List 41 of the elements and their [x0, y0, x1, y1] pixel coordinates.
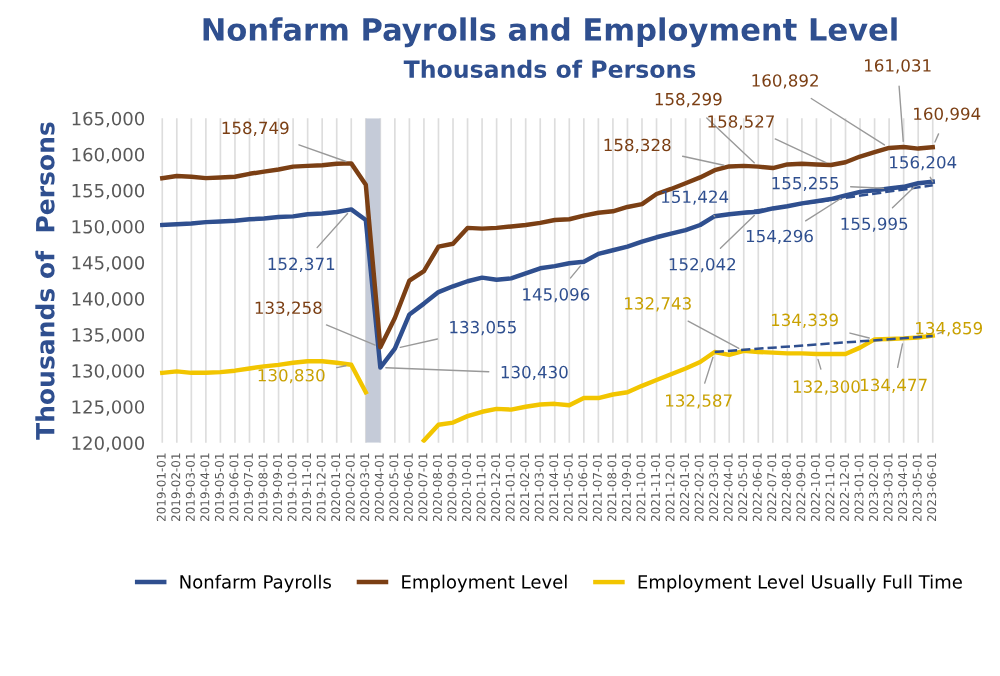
data-label: 134,859 — [916, 321, 983, 337]
data-label: 160,994 — [914, 107, 981, 122]
y-tick-label: 165,000 — [72, 111, 145, 128]
data-label: 155,255 — [772, 176, 839, 192]
y-tick-label: 130,000 — [72, 364, 145, 380]
data-label: 134,477 — [861, 378, 927, 393]
data-label: 151,424 — [662, 190, 729, 205]
y-tick-label: 125,000 — [72, 400, 145, 416]
chart-subtitle: Thousands of Persons — [403, 59, 696, 79]
y-tick-label: 160,000 — [72, 147, 145, 164]
data-label: 130,830 — [258, 368, 325, 384]
data-label: 133,258 — [255, 301, 322, 316]
data-label: 158,299 — [655, 92, 722, 108]
data-label: 158,328 — [604, 138, 671, 153]
y-tick-label: 155,000 — [72, 183, 145, 200]
data-label: 134,339 — [771, 313, 838, 328]
legend-label: Employment Level — [402, 574, 567, 593]
data-label: 156,204 — [890, 155, 957, 171]
y-tick-label: 140,000 — [72, 292, 145, 308]
legend-label: Nonfarm Payrolls — [180, 574, 331, 593]
y-tick-label: 135,000 — [72, 328, 145, 344]
y-tick-label: 145,000 — [72, 255, 145, 272]
data-label: 155,995 — [841, 217, 908, 232]
data-label: 158,749 — [222, 121, 289, 136]
data-label: 132,300 — [793, 380, 860, 395]
data-label: 154,296 — [746, 229, 813, 245]
legend-label: Employment Level Usually Full Time — [638, 574, 962, 593]
y-tick-label: 150,000 — [72, 219, 145, 236]
data-label: 152,371 — [268, 257, 335, 272]
data-label: 145,096 — [523, 288, 590, 303]
y-tick-label: 120,000 — [72, 436, 145, 452]
data-label: 161,031 — [865, 59, 931, 74]
data-label: 152,042 — [669, 257, 736, 273]
chart-title: Nonfarm Payrolls and Employment Level — [203, 17, 897, 48]
y-axis-title: Thousands of Persons — [35, 122, 55, 440]
data-label: 132,743 — [625, 297, 691, 312]
data-label: 130,430 — [501, 365, 568, 381]
data-label: 160,892 — [752, 74, 818, 89]
data-label: 133,055 — [450, 320, 516, 336]
data-label: 158,527 — [708, 115, 775, 130]
data-label: 132,587 — [666, 394, 732, 409]
